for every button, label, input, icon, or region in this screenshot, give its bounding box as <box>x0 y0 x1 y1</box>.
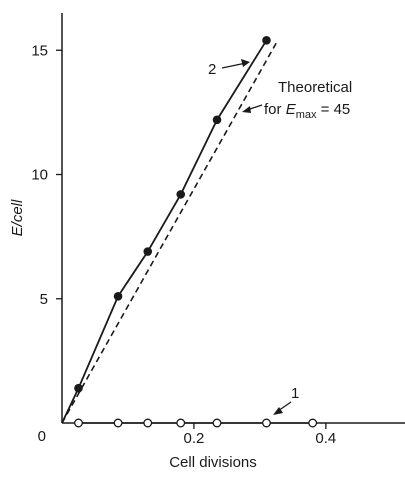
series-1-point <box>113 418 123 428</box>
series-2-point <box>113 291 123 301</box>
series-1-point <box>143 418 153 428</box>
theoretical-sub: max <box>296 109 317 121</box>
series-2-line <box>61 39 268 424</box>
series-2-point <box>212 115 222 125</box>
series-points <box>74 36 318 428</box>
x-tick-label: 0.4 <box>315 430 336 447</box>
series-1-point <box>176 418 186 428</box>
theoretical-E: E <box>286 101 297 118</box>
x-tick-label: 0.2 <box>183 430 204 447</box>
series-lines <box>61 39 313 424</box>
series-1-point <box>308 418 318 428</box>
series-2-point <box>176 190 186 199</box>
theoretical-arrowhead <box>242 106 251 113</box>
series-1-label: 1 <box>291 385 299 402</box>
series-2-arrow <box>221 62 247 69</box>
y-axis-label: E/cell <box>9 199 26 236</box>
series-2-arrowhead <box>241 59 250 67</box>
theoretical-label-line1: Theoretical <box>278 79 352 96</box>
tick-labels: 0 5 10 15 0.2 0.4 <box>31 42 336 447</box>
y-tick-label: 0 <box>38 428 46 445</box>
series-2-point <box>143 247 153 256</box>
series-2-point <box>262 36 271 45</box>
series-2-label: 2 <box>208 61 216 78</box>
theoretical-for: for <box>264 101 286 118</box>
series-2-point <box>74 383 83 393</box>
y-tick-label: 5 <box>40 291 48 308</box>
theoretical-line <box>61 42 278 424</box>
ticks <box>56 49 327 429</box>
x-axis-label: Cell divisions <box>169 454 257 471</box>
series-1-point <box>262 418 271 428</box>
series-1-point <box>74 418 83 428</box>
theoretical-label-line2: for Emax = 45 <box>264 101 350 121</box>
series-1-point <box>212 418 222 428</box>
theoretical-eq: = 45 <box>316 101 350 118</box>
y-tick-label: 15 <box>31 42 48 59</box>
y-tick-label: 10 <box>31 167 48 184</box>
series-1-arrowhead <box>273 407 283 415</box>
